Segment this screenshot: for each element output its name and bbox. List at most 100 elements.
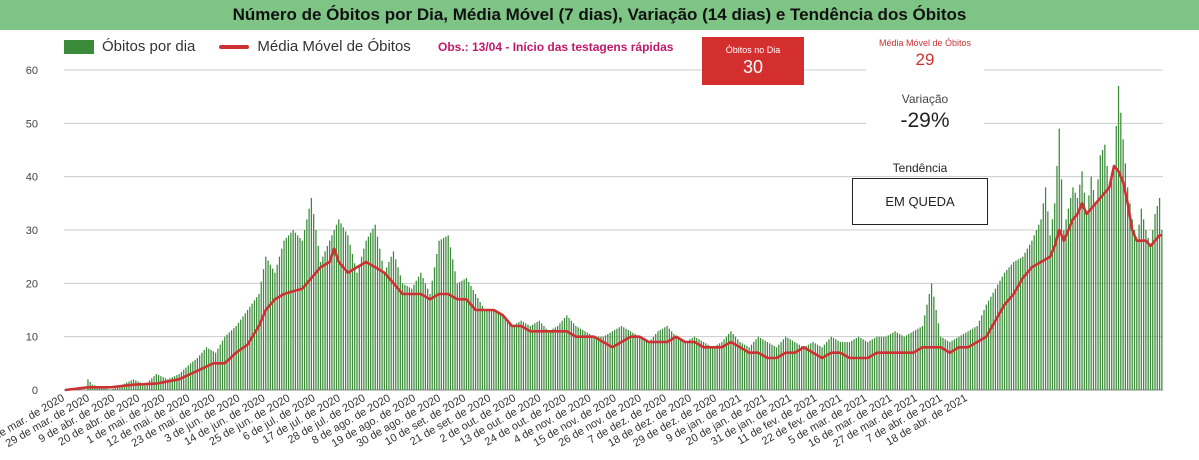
bar[interactable] (1083, 192, 1085, 390)
bar[interactable] (976, 326, 978, 390)
bar[interactable] (839, 342, 841, 390)
bar[interactable] (1065, 219, 1067, 390)
bar[interactable] (1088, 195, 1090, 390)
bar[interactable] (119, 385, 121, 390)
bar[interactable] (593, 336, 595, 390)
bar[interactable] (194, 359, 196, 390)
bar[interactable] (116, 386, 119, 390)
bar[interactable] (641, 338, 643, 390)
bar[interactable] (481, 306, 484, 390)
bar[interactable] (930, 283, 933, 390)
bar[interactable] (1015, 260, 1017, 390)
bar[interactable] (356, 272, 358, 390)
bar[interactable] (100, 387, 103, 390)
bar[interactable] (693, 336, 696, 390)
bar[interactable] (1156, 206, 1158, 390)
bar[interactable] (201, 352, 203, 390)
bar[interactable] (392, 251, 395, 390)
bar[interactable] (230, 330, 233, 390)
bar[interactable] (1111, 176, 1113, 390)
bar[interactable] (552, 328, 554, 390)
bar[interactable] (755, 339, 757, 390)
bar[interactable] (386, 267, 388, 390)
bar[interactable] (1133, 230, 1136, 390)
bar[interactable] (814, 343, 816, 390)
bar[interactable] (1122, 139, 1124, 390)
bar[interactable] (960, 335, 962, 390)
bar[interactable] (1067, 208, 1070, 390)
bar[interactable] (290, 232, 292, 390)
bar[interactable] (208, 348, 210, 390)
bar[interactable] (1010, 264, 1013, 390)
bar[interactable] (493, 310, 495, 390)
bar[interactable] (659, 330, 661, 390)
bar[interactable] (1038, 224, 1040, 390)
bar[interactable] (527, 324, 529, 390)
bar[interactable] (796, 343, 798, 390)
bar[interactable] (958, 336, 960, 390)
bar[interactable] (748, 347, 750, 390)
bar[interactable] (155, 374, 157, 390)
bar[interactable] (1108, 187, 1111, 390)
bar[interactable] (506, 320, 509, 390)
bar[interactable] (1097, 179, 1099, 390)
bar[interactable] (716, 344, 718, 390)
bar[interactable] (944, 339, 946, 390)
bar[interactable] (465, 278, 468, 390)
bar[interactable] (570, 320, 572, 390)
bar[interactable] (753, 342, 755, 390)
bar[interactable] (810, 343, 812, 390)
bar[interactable] (828, 339, 830, 390)
bar[interactable] (103, 388, 105, 390)
bar[interactable] (1140, 208, 1142, 390)
bar[interactable] (985, 304, 987, 390)
bar[interactable] (618, 327, 620, 390)
bar[interactable] (315, 230, 317, 390)
bar[interactable] (397, 267, 399, 390)
bar[interactable] (974, 327, 976, 390)
bar[interactable] (281, 248, 283, 390)
bar[interactable] (627, 330, 629, 390)
bar[interactable] (454, 271, 456, 390)
bar[interactable] (258, 294, 260, 390)
bar[interactable] (910, 332, 912, 390)
bar[interactable] (203, 350, 205, 390)
bar[interactable] (759, 338, 762, 390)
bar[interactable] (1024, 252, 1026, 390)
bar[interactable] (1079, 184, 1081, 390)
bar[interactable] (805, 346, 807, 390)
bar[interactable] (873, 338, 876, 390)
bar[interactable] (554, 327, 556, 390)
bar[interactable] (422, 278, 424, 390)
bar[interactable] (531, 324, 534, 390)
bar[interactable] (351, 254, 354, 390)
bar[interactable] (395, 259, 397, 390)
bar[interactable] (240, 319, 242, 390)
bar[interactable] (183, 369, 185, 390)
bar[interactable] (978, 320, 981, 390)
bar[interactable] (629, 331, 632, 390)
bar[interactable] (468, 282, 470, 390)
bar[interactable] (237, 322, 240, 390)
bar[interactable] (456, 283, 458, 390)
bar[interactable] (269, 264, 271, 390)
bar[interactable] (773, 346, 775, 390)
bar[interactable] (990, 296, 992, 390)
bar[interactable] (1142, 219, 1145, 390)
bar[interactable] (502, 315, 504, 390)
bar[interactable] (1047, 211, 1049, 390)
bar[interactable] (105, 388, 107, 390)
bar[interactable] (504, 318, 506, 390)
bar[interactable] (921, 326, 924, 390)
bar[interactable] (246, 310, 249, 390)
bar[interactable] (860, 338, 862, 390)
bar[interactable] (196, 358, 199, 390)
bar[interactable] (210, 350, 212, 390)
bar[interactable] (297, 235, 299, 390)
bar[interactable] (452, 259, 454, 390)
bar[interactable] (655, 334, 657, 390)
bar[interactable] (661, 328, 664, 390)
bar[interactable] (411, 288, 413, 390)
bar[interactable] (301, 240, 303, 390)
bar[interactable] (999, 280, 1001, 390)
